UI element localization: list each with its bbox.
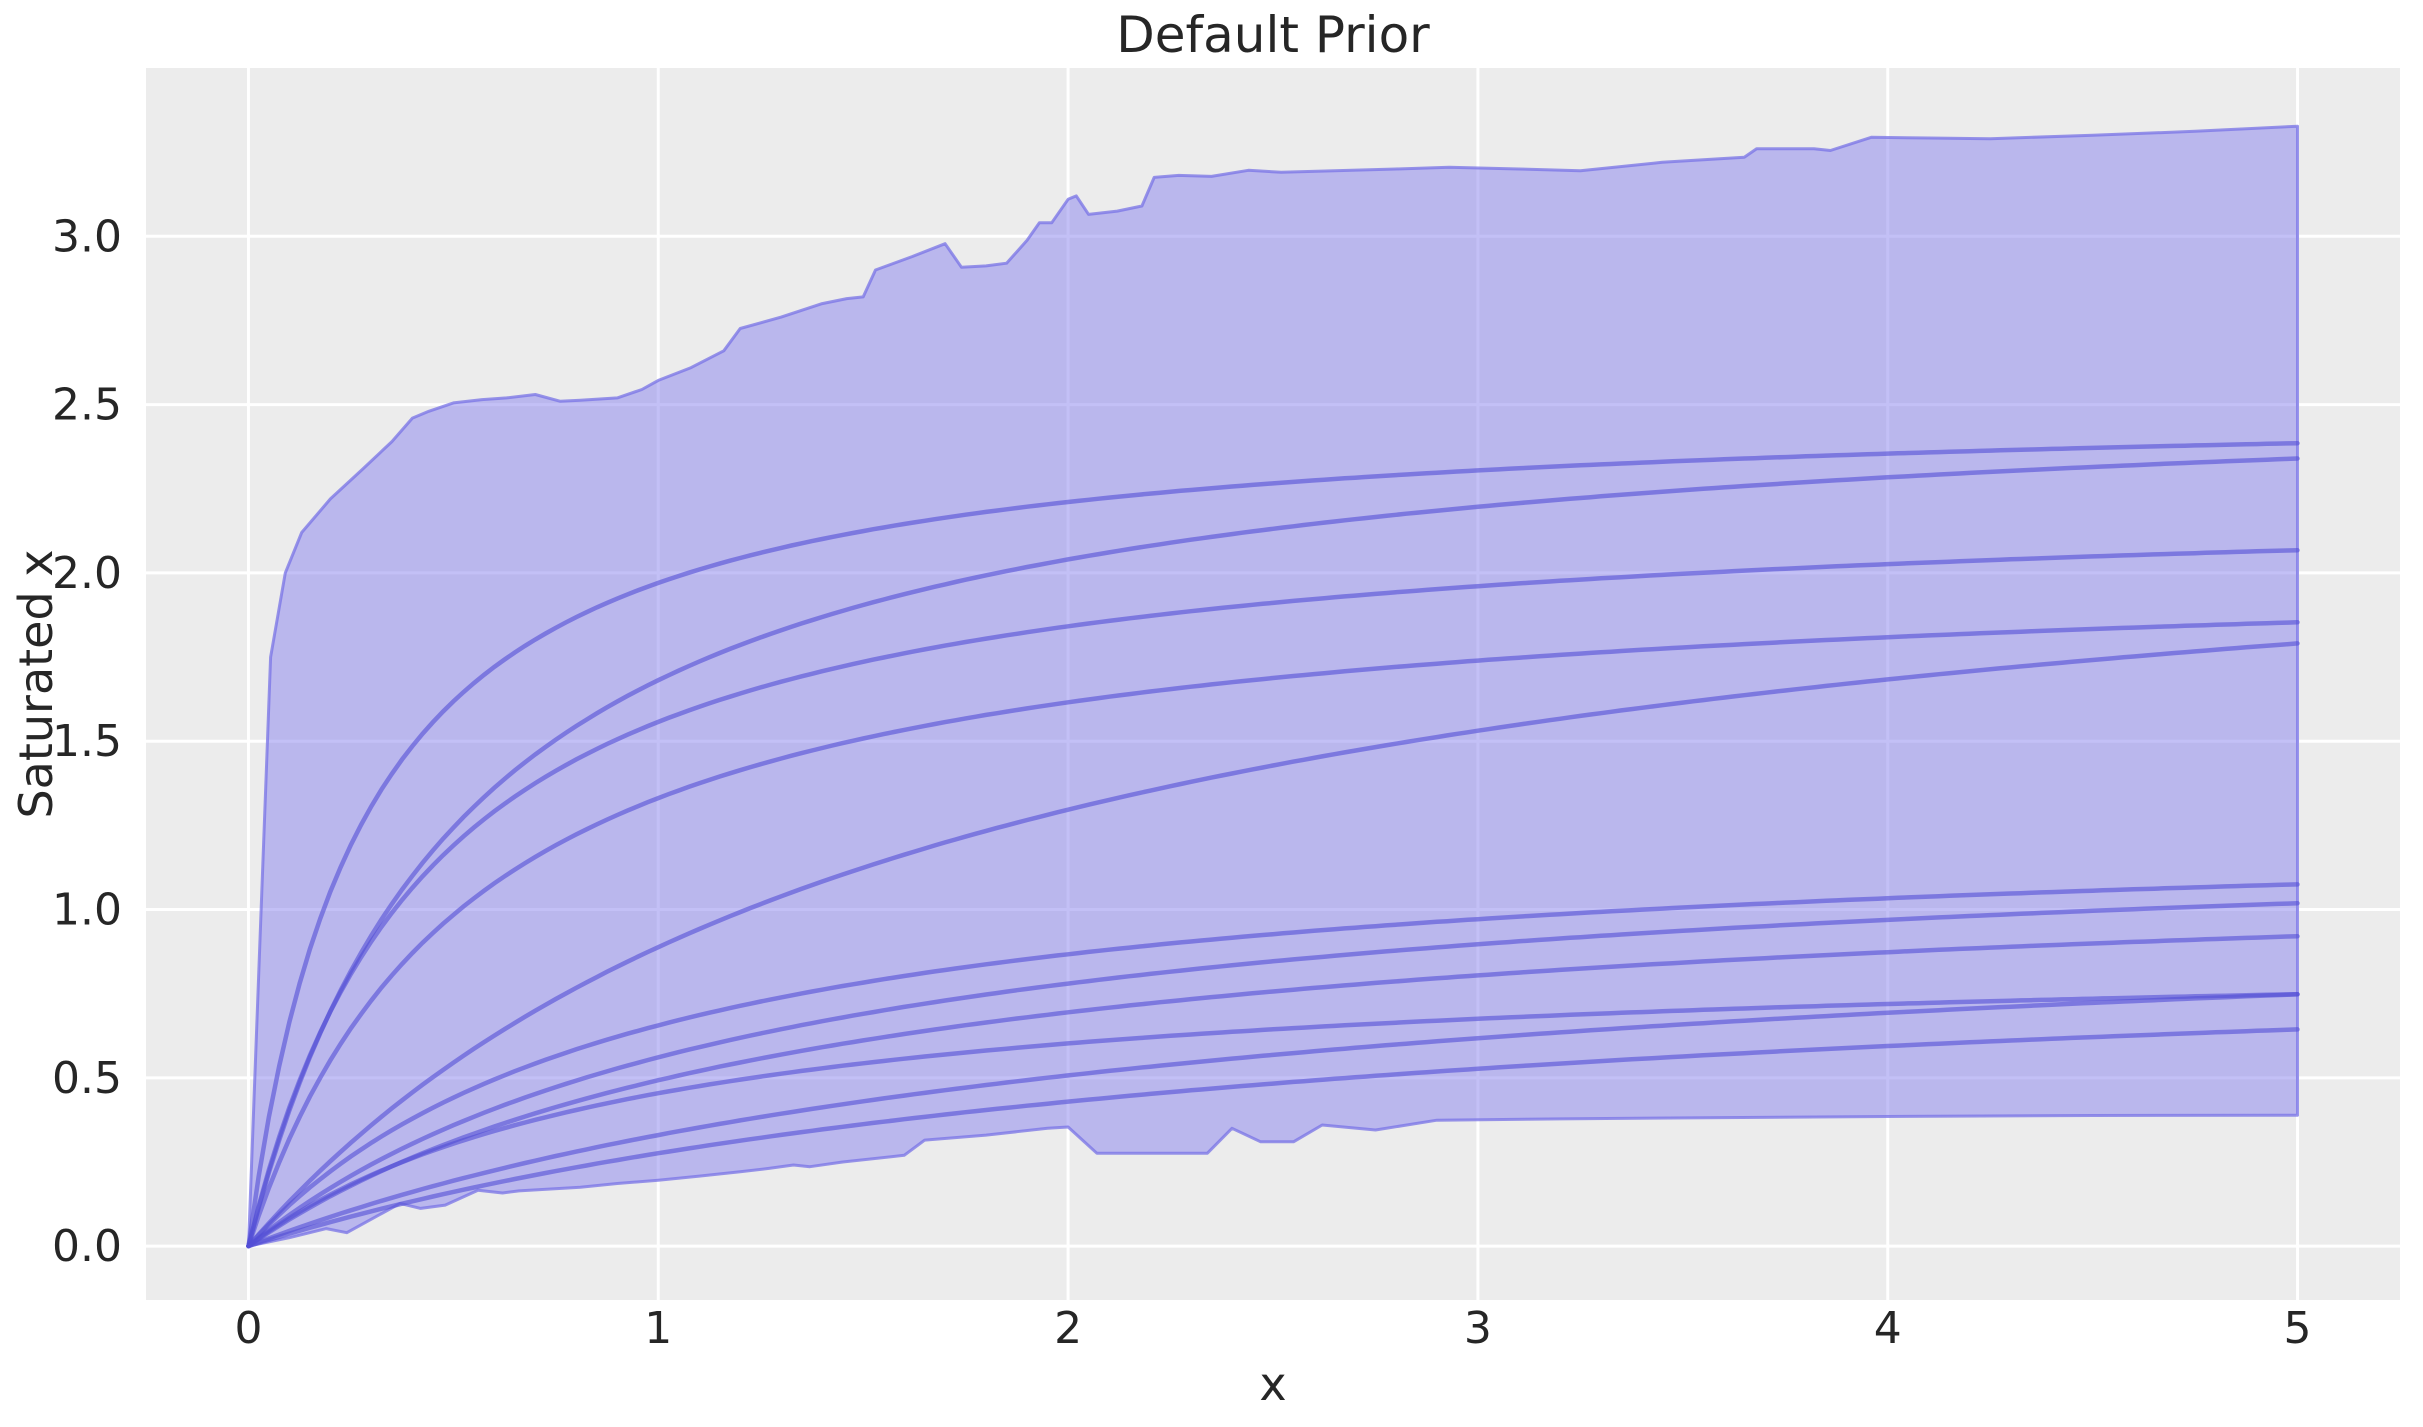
y-tick-label: 1.0 <box>52 885 122 936</box>
y-tick-label: 0.5 <box>52 1053 122 1104</box>
prior-curve-sample-10 <box>246 992 2300 1249</box>
x-tick-label: 2 <box>1054 1303 1082 1354</box>
y-tick-labels: 0.0 0.5 1.0 1.5 2.0 2.5 3.0 <box>52 211 122 1272</box>
x-tick-labels: 0 1 2 3 4 5 <box>234 1303 2311 1354</box>
x-tick-label: 5 <box>2284 1303 2312 1354</box>
y-tick-label: 2.5 <box>52 380 122 431</box>
prior-curve-sample-3 <box>246 547 2300 1249</box>
prior-curve-sample-9 <box>246 991 2300 1249</box>
prior-curve-sample-5 <box>246 641 2300 1249</box>
chart-title: Default Prior <box>1116 6 1430 64</box>
prior-sample-curves <box>246 440 2300 1249</box>
y-tick-label: 1.5 <box>52 716 122 767</box>
prior-curve-sample-6 <box>246 882 2300 1249</box>
prior-curve-sample-4 <box>246 620 2300 1249</box>
x-tick-label: 3 <box>1464 1303 1492 1354</box>
y-axis-label: Saturated x <box>9 549 63 818</box>
x-tick-label: 1 <box>644 1303 672 1354</box>
prior-envelope-band <box>247 124 2299 1248</box>
prior-curve-sample-8 <box>246 933 2300 1249</box>
y-tick-label: 3.0 <box>52 211 122 262</box>
prior-curve-sample-7 <box>246 900 2300 1249</box>
y-tick-label: 2.0 <box>52 548 122 599</box>
x-axis-label: x <box>1259 1357 1286 1411</box>
prior-curve-sample-11 <box>246 1027 2300 1249</box>
prior-curve-sample-1 <box>246 440 2300 1249</box>
prior-curve-sample-2 <box>246 456 2300 1249</box>
y-tick-label: 0.0 <box>52 1221 122 1272</box>
x-tick-label: 4 <box>1874 1303 1902 1354</box>
x-tick-label: 0 <box>234 1303 262 1354</box>
